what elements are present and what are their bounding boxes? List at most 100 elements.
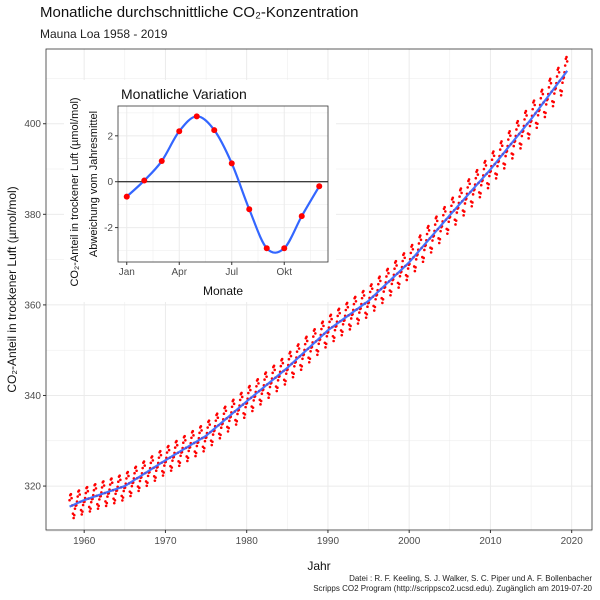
main-axes: 1960 1970 1980 1990 2000 2010 2020 320 340 360 380…	[24, 119, 583, 547]
main-data-point	[226, 430, 230, 433]
main-data-point	[377, 282, 380, 286]
main-data-point	[463, 210, 466, 213]
main-data-point	[348, 328, 352, 331]
main-data-point	[263, 378, 266, 381]
inset-y-tick-label: 0	[107, 177, 113, 188]
main-data-point	[553, 92, 556, 95]
main-data-point	[268, 385, 272, 389]
main-data-point	[289, 354, 293, 358]
main-data-point	[255, 385, 258, 388]
main-data-point	[390, 282, 394, 286]
main-data-point	[317, 342, 321, 346]
main-data-point	[265, 375, 268, 378]
main-data-point	[419, 238, 423, 242]
main-data-point	[349, 324, 352, 328]
main-data-point	[141, 466, 144, 470]
main-data-point	[370, 283, 373, 286]
main-data-point	[73, 507, 77, 510]
main-data-point	[105, 501, 109, 505]
main-data-point	[73, 513, 76, 517]
main-data-point	[516, 119, 520, 123]
main-data-point	[333, 328, 337, 332]
main-data-point	[125, 477, 128, 480]
main-data-point	[459, 187, 463, 190]
inset-data-point	[176, 128, 183, 135]
inset-data-point	[211, 127, 218, 134]
main-data-point	[525, 114, 528, 117]
main-data-point	[511, 157, 514, 160]
main-data-point	[528, 124, 532, 128]
main-data-point	[299, 368, 303, 372]
main-data-point	[471, 193, 475, 196]
main-data-point	[137, 489, 140, 493]
main-data-point	[374, 297, 377, 301]
main-data-point	[353, 295, 357, 299]
main-data-point	[85, 485, 89, 489]
main-data-point	[565, 60, 569, 63]
main-data-point	[389, 290, 393, 293]
main-data-point	[463, 202, 467, 205]
main-data-point	[284, 379, 287, 383]
main-data-point	[492, 150, 495, 153]
main-data-point	[130, 484, 134, 488]
main-data-point	[528, 133, 531, 136]
main-data-point	[179, 454, 182, 458]
main-data-point	[153, 479, 157, 482]
main-data-point	[395, 264, 398, 267]
main-data-point	[248, 384, 251, 388]
main-data-point	[283, 383, 287, 386]
main-data-point	[444, 210, 447, 213]
main-data-point	[565, 55, 568, 59]
main-data-point	[242, 416, 246, 420]
main-data-point	[321, 320, 325, 324]
main-data-point	[190, 436, 193, 440]
main-data-point	[177, 464, 181, 468]
main-data-point	[135, 469, 138, 473]
main-data-point	[151, 459, 155, 462]
main-data-point	[478, 195, 482, 199]
main-data-point	[287, 357, 291, 361]
main-data-point	[430, 247, 434, 250]
main-data-point	[394, 259, 398, 263]
main-data-point	[439, 229, 442, 233]
inset-data-point	[141, 177, 148, 184]
main-data-point	[307, 360, 311, 364]
main-data-point	[422, 256, 425, 260]
main-data-point	[492, 154, 496, 158]
main-data-point	[89, 507, 92, 510]
main-data-point	[451, 196, 455, 200]
main-data-point	[119, 478, 122, 482]
main-data-point	[552, 100, 555, 104]
main-data-point	[211, 440, 214, 444]
main-data-point	[387, 271, 390, 275]
inset-x-tick-label: Jul	[225, 267, 238, 278]
main-data-point	[276, 386, 279, 390]
main-data-point	[413, 269, 417, 273]
main-data-point	[519, 147, 522, 150]
main-data-point	[503, 163, 507, 166]
main-data-point	[360, 296, 364, 300]
inset-axes: Jan Apr Jul Okt -2 0 2	[104, 131, 292, 278]
main-data-point	[171, 459, 174, 462]
main-data-point	[271, 371, 274, 375]
main-data-point	[208, 423, 212, 426]
main-data-point	[460, 191, 463, 195]
main-data-point	[106, 495, 109, 498]
main-data-point	[223, 405, 227, 409]
inset-y-axis-label-2: Abweichung vom Jahresmittel	[88, 111, 100, 257]
main-data-point	[330, 317, 333, 321]
inset-x-tick-label: Apr	[171, 267, 187, 278]
main-data-point	[512, 144, 516, 148]
main-data-point	[100, 486, 104, 489]
main-data-point	[479, 183, 483, 187]
main-data-point	[149, 461, 153, 465]
inset-panel-border	[117, 105, 329, 263]
main-data-point	[365, 312, 369, 316]
main-data-point	[349, 317, 353, 320]
main-data-point	[230, 405, 234, 409]
main-data-point	[409, 251, 413, 255]
main-data-point	[410, 243, 414, 247]
main-data-point	[69, 492, 73, 496]
main-data-point	[368, 290, 372, 294]
main-data-point	[345, 301, 349, 305]
